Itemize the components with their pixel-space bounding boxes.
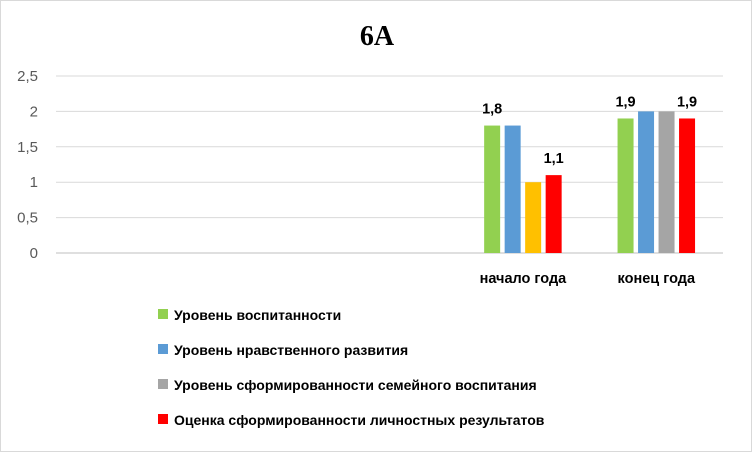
legend-entry: Уровень воспитанности [174,307,341,323]
bar [525,182,542,253]
y-tick-label: 0,5 [17,210,38,227]
bar [679,118,696,253]
legend-swatch [158,309,168,319]
bar [545,175,562,253]
bar [484,125,501,253]
legend-swatch [158,414,168,424]
legend-swatch [158,344,168,354]
bar [638,111,655,254]
legend-entry: Уровень сформированности семейного воспи… [174,377,537,393]
bar [504,125,521,253]
legend-entry: Уровень нравственного развития [174,342,408,358]
chart-title: 6А [360,21,395,52]
y-tick-label: 2,5 [17,68,38,85]
bar [617,118,634,253]
bar [658,111,675,254]
legend-swatch [158,379,168,389]
y-tick-label: 0 [30,245,38,262]
data-label: 1,1 [544,151,564,167]
data-label: 1,9 [615,94,635,110]
data-label: 1,9 [677,94,697,110]
data-label: 1,8 [482,102,502,118]
y-tick-label: 1 [30,174,38,191]
legend-entry: Оценка сформированности личностных резул… [174,412,545,428]
x-category-label: начало года [480,271,568,287]
y-tick-label: 1,5 [17,139,38,156]
x-category-label: конец года [618,271,696,287]
y-tick-label: 2 [30,103,38,120]
